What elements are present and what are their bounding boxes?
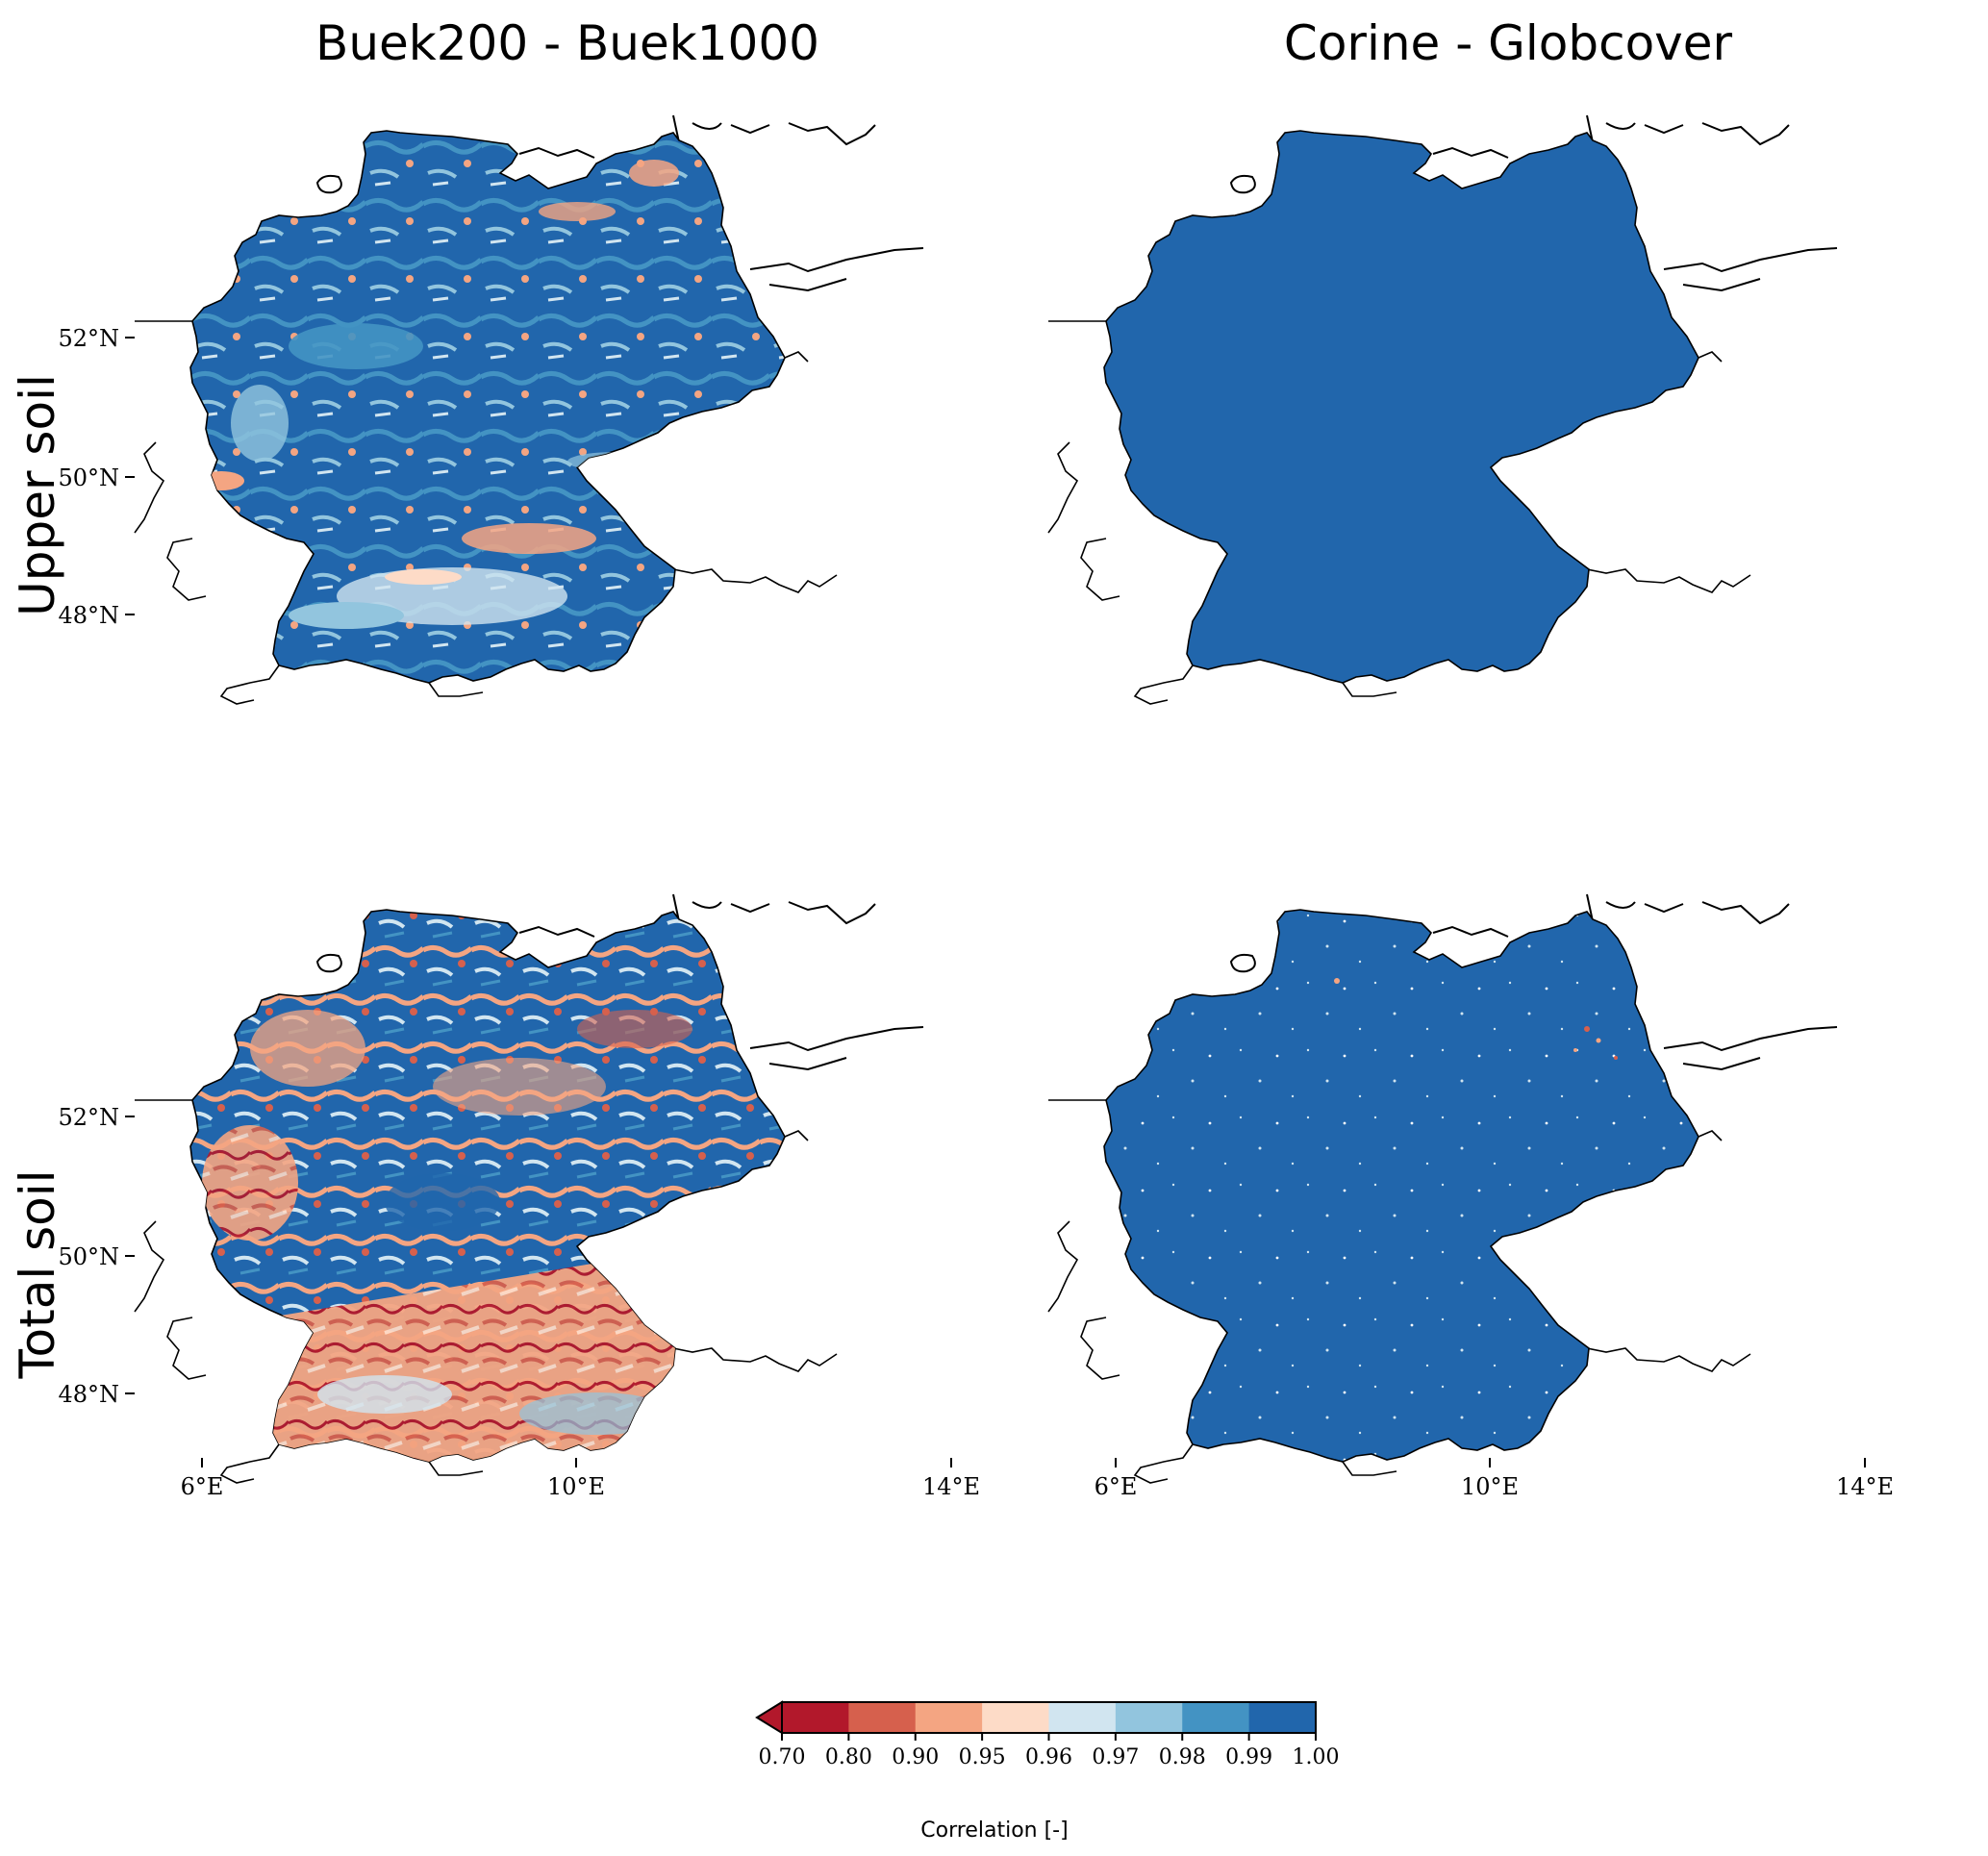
- colorbar-swatch: [982, 1702, 1049, 1733]
- colorbar-tick-label: 1.00: [1293, 1745, 1340, 1769]
- border-lines: [1047, 320, 1751, 705]
- map-panel-upper-buek: 52°N 50°N 48°N: [58, 114, 924, 705]
- lat-tick-50: 50°N: [58, 1243, 119, 1270]
- column-title-right: Corine - Globcover: [1284, 15, 1733, 71]
- lon-ticks: 6°E 10°E 14°E: [181, 1458, 980, 1500]
- colorbar-extend-min: [755, 1700, 783, 1735]
- germany-region: [1103, 909, 1699, 1463]
- lon-tick-6: 6°E: [1095, 1473, 1138, 1500]
- colorbar: 0.70 0.80 0.90 0.95 0.96 0.97 0.98 0.99 1.00: [755, 1700, 1340, 1769]
- colorbar-tick-label: 0.90: [892, 1745, 939, 1769]
- row-title-total: Total soil: [10, 1169, 65, 1379]
- colorbar-tick-label: 0.97: [1092, 1745, 1139, 1769]
- map-panel-total-buek: 52°N 50°N 48°N 6°E 10°E 14°E: [58, 893, 980, 1500]
- border-lines: [1047, 1099, 1751, 1484]
- colorbar-title: Correlation [-]: [920, 1818, 1068, 1843]
- coastline: [1229, 893, 1838, 1097]
- germany-region: [1103, 130, 1699, 684]
- lon-tick-14: 14°E: [922, 1473, 980, 1500]
- map-panel-total-corine: 6°E 10°E 14°E: [1047, 893, 1894, 1500]
- lon-tick-14: 14°E: [1836, 1473, 1894, 1500]
- lat-tick-52: 52°N: [58, 1104, 119, 1131]
- lat-ticks: 52°N 50°N 48°N: [58, 1104, 135, 1408]
- lat-tick-50: 50°N: [58, 464, 119, 491]
- colorbar-swatch: [1115, 1702, 1183, 1733]
- colorbar-tick-label: 0.98: [1159, 1745, 1206, 1769]
- border-lines: [134, 320, 838, 705]
- colorbar-swatch: [915, 1702, 983, 1733]
- colorbar-tick-label: 0.99: [1225, 1745, 1272, 1769]
- lon-tick-10: 10°E: [547, 1473, 605, 1500]
- colorbar-swatch: [1248, 1702, 1317, 1733]
- correlation-patches: [202, 1010, 692, 1462]
- colorbar-tick-label: 0.70: [759, 1745, 806, 1769]
- colorbar-swatch: [848, 1702, 917, 1733]
- lon-tick-6: 6°E: [181, 1473, 224, 1500]
- colorbar-swatch: [1182, 1702, 1250, 1733]
- column-title-left: Buek200 - Buek1000: [315, 15, 819, 71]
- lat-tick-52: 52°N: [58, 325, 119, 352]
- row-title-upper: Upper soil: [10, 374, 65, 616]
- lon-ticks: 6°E 10°E 14°E: [1095, 1458, 1894, 1500]
- colorbar-tick-label: 0.80: [825, 1745, 872, 1769]
- lat-tick-48: 48°N: [58, 602, 119, 629]
- lon-tick-10: 10°E: [1461, 1473, 1519, 1500]
- lat-tick-48: 48°N: [58, 1381, 119, 1408]
- colorbar-tick-label: 0.95: [959, 1745, 1006, 1769]
- border-lines: [134, 1099, 838, 1484]
- colorbar-swatch: [1048, 1702, 1117, 1733]
- lat-ticks: 52°N 50°N 48°N: [58, 325, 135, 629]
- colorbar-swatch: [782, 1702, 849, 1733]
- correlation-patches: [1334, 978, 1618, 1060]
- map-panel-upper-corine: [1047, 114, 1838, 705]
- colorbar-tick-label: 0.96: [1025, 1745, 1072, 1769]
